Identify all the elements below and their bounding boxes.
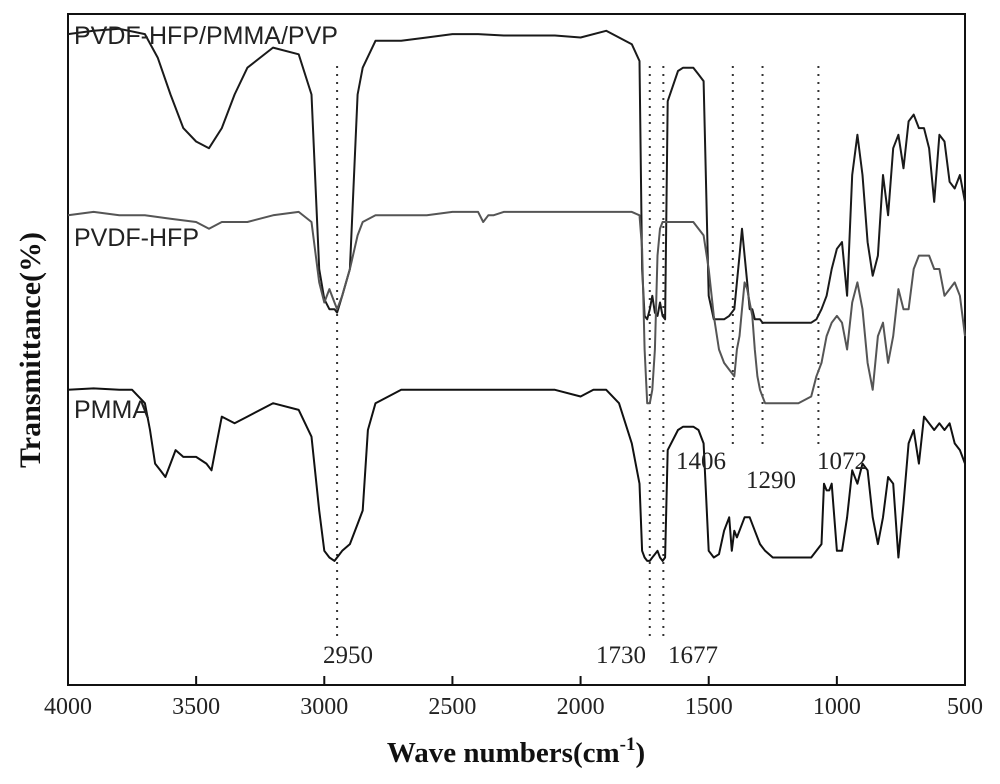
y-axis-label: Transmittance(%) [14, 232, 47, 468]
x-tick-label-1500: 1500 [685, 694, 733, 720]
x-tick-label-3500: 3500 [172, 694, 220, 720]
x-axis-label-main: Wave numbers(cm [387, 737, 620, 769]
x-axis-label: Wave numbers(cm-1) [387, 734, 645, 769]
series-line-1 [67, 210, 966, 405]
annotation-2950: 2950 [323, 642, 373, 669]
x-tick-label-500: 500 [947, 694, 983, 720]
annotation-1730: 1730 [596, 642, 646, 669]
x-tick-label-2500: 2500 [428, 694, 476, 720]
annotation-1072: 1072 [817, 448, 867, 475]
series-group [67, 27, 966, 562]
series-label-pvdf-hfp: PVDF-HFP [74, 224, 199, 252]
x-tick-label-4000: 4000 [44, 694, 92, 720]
series-line-2 [67, 387, 966, 562]
annotation-1677: 1677 [668, 642, 718, 669]
x-tick-label-2000: 2000 [557, 694, 605, 720]
annotation-1290: 1290 [746, 467, 796, 494]
plot-frame [67, 13, 966, 686]
series-line-0 [67, 27, 966, 324]
reference-lines [336, 66, 820, 640]
series-label-pvdf-hfp-pmma-pvp: PVDF-HFP/PMMA/PVP [74, 22, 338, 50]
series-label-pmma: PMMA [74, 396, 149, 424]
x-axis-ticks: 4000 3500 3000 2500 2000 1500 1000 500 [44, 676, 983, 720]
x-axis-label-end: ) [635, 737, 645, 769]
x-tick-label-3000: 3000 [300, 694, 348, 720]
x-tick-label-1000: 1000 [813, 694, 861, 720]
x-axis-label-sup: -1 [620, 734, 636, 755]
annotation-1406: 1406 [676, 448, 726, 475]
